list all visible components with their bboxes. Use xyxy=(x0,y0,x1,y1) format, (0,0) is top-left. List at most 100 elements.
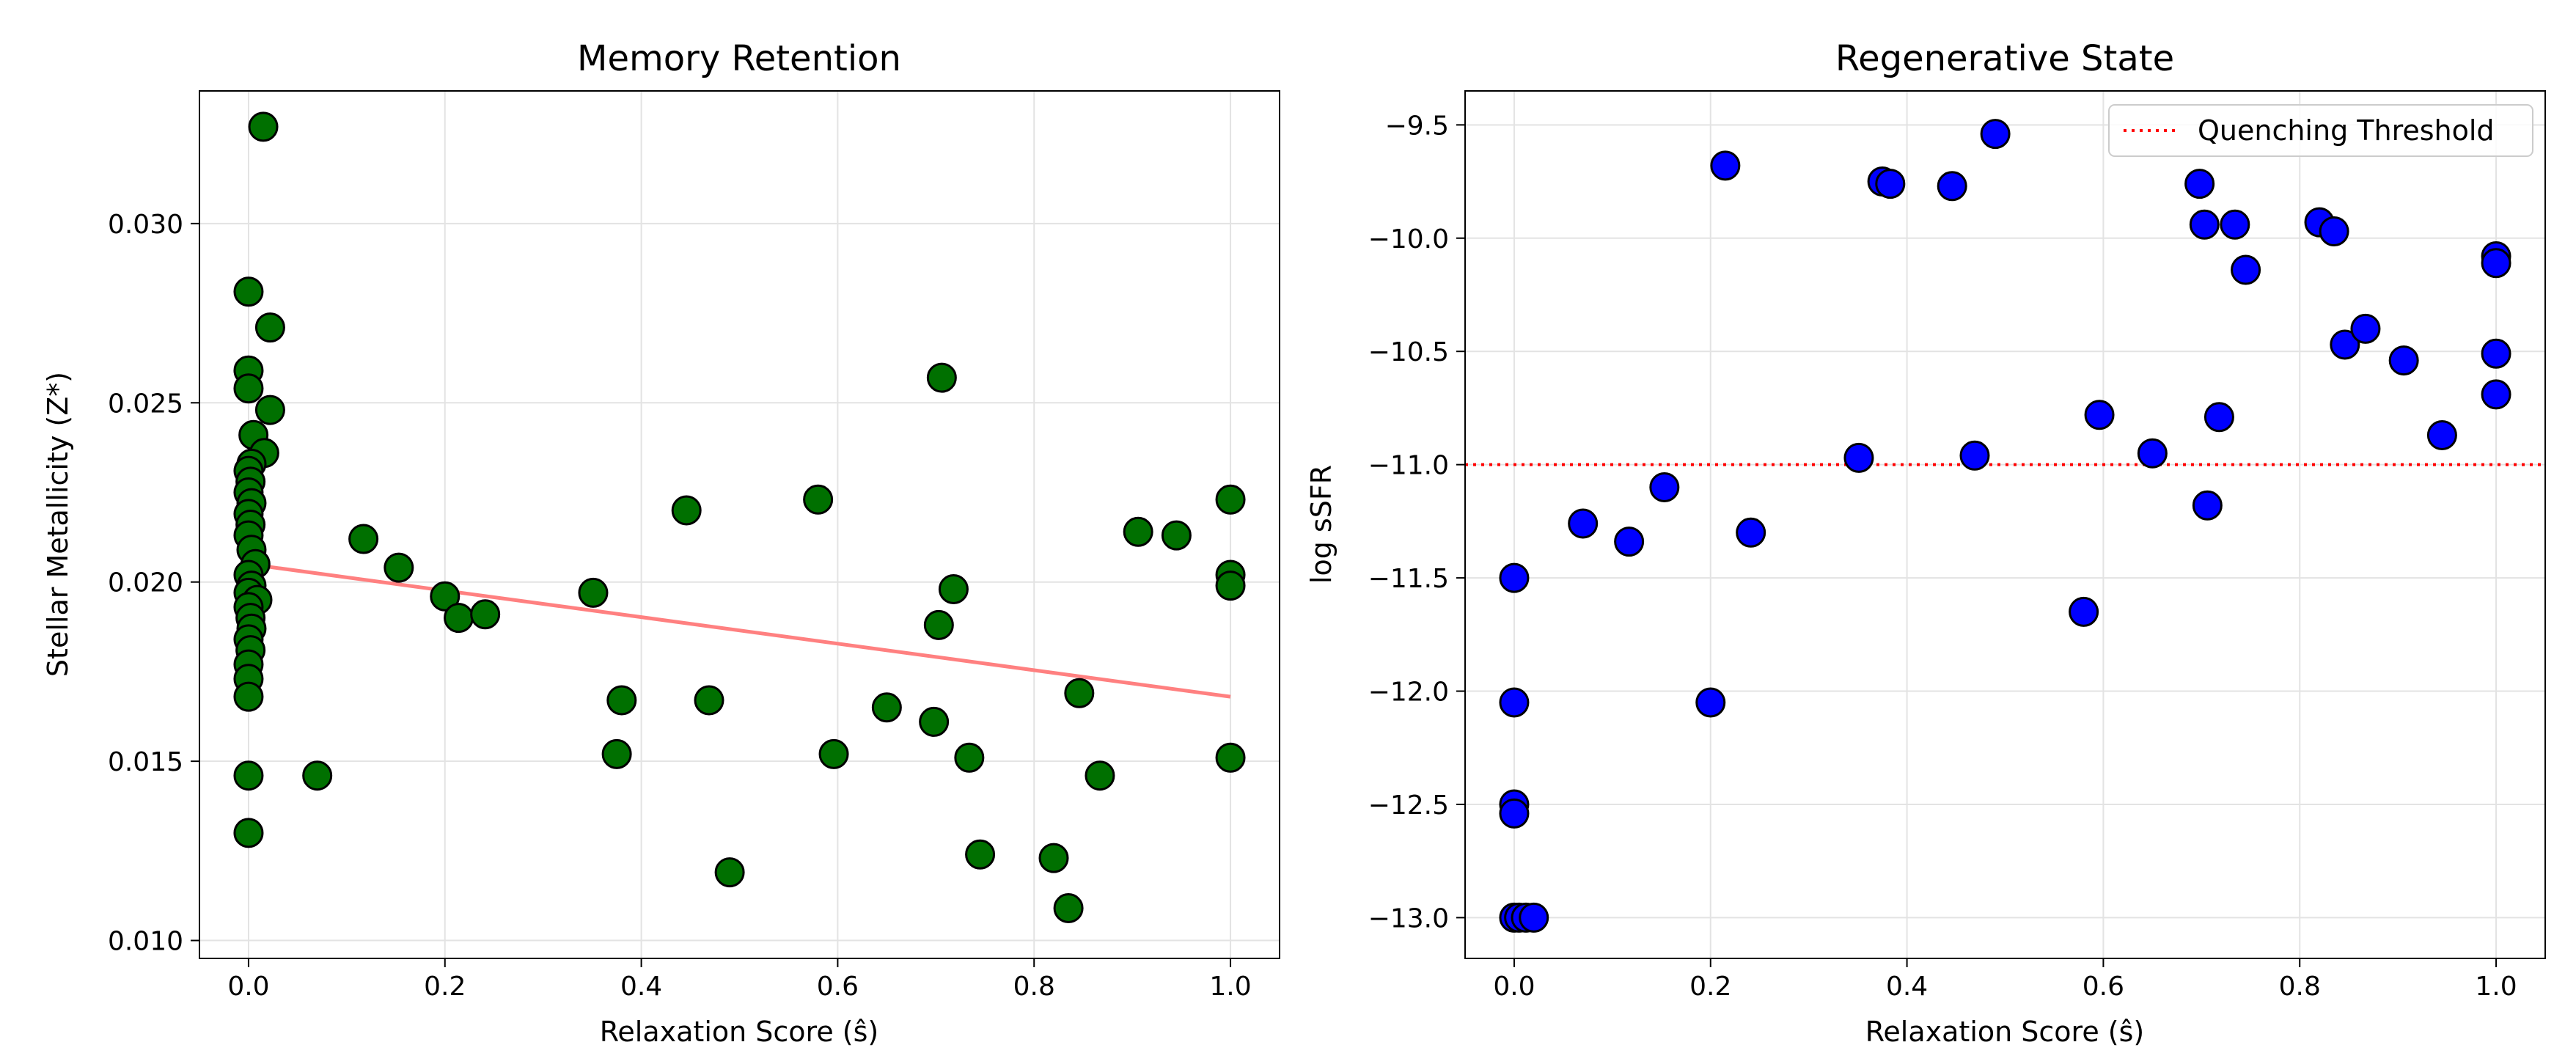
x-tick-label: 0.0 xyxy=(1493,972,1535,1002)
scatter-point xyxy=(2426,419,2457,450)
scatter-point xyxy=(1215,742,1246,773)
scatter-point xyxy=(384,552,414,583)
scatter-point xyxy=(233,373,264,404)
scatter-point xyxy=(1710,150,1741,181)
y-tick-label: −11.0 xyxy=(1368,451,1449,481)
trend-line xyxy=(248,562,1231,699)
y-tick-label: −12.5 xyxy=(1368,790,1449,821)
x-axis-label: Relaxation Score (ŝ) xyxy=(600,1016,879,1048)
scatter-point xyxy=(871,692,902,723)
scatter-point xyxy=(1499,687,1530,718)
x-tick-label: 0.4 xyxy=(1886,972,1928,1002)
scatter-point xyxy=(430,581,460,612)
x-tick-label: 1.0 xyxy=(1209,972,1251,1002)
plot-area-background xyxy=(199,91,1280,958)
scatter-point xyxy=(919,706,950,737)
scatter-point xyxy=(470,599,501,630)
scatter-point xyxy=(1215,484,1246,515)
scatter-point xyxy=(1499,798,1530,829)
scatter-point xyxy=(2189,209,2220,240)
y-tick-label: 0.010 xyxy=(108,927,183,957)
y-tick-label: 0.025 xyxy=(108,389,183,419)
scatter-point xyxy=(1937,171,1967,202)
scatter-point xyxy=(1085,760,1115,791)
plot-area-background xyxy=(1465,91,2545,958)
y-tick-label: −10.0 xyxy=(1368,224,1449,254)
scatter-point xyxy=(1736,517,1766,548)
plot-frame xyxy=(199,90,1280,959)
y-tick-label: −11.5 xyxy=(1368,564,1449,594)
scatter-point xyxy=(2137,438,2168,469)
data-points xyxy=(1499,119,2511,933)
x-tick-label: 0.2 xyxy=(1689,972,1731,1002)
scatter-point xyxy=(1959,440,1990,471)
gridlines xyxy=(1465,91,2545,958)
scatter-point xyxy=(1519,902,1549,933)
tick-labels: 0.0 0.2 0.4 0.6 0.8 1.0 −13.0 −12.5 −12.0 −11.5 −1… xyxy=(1368,111,2517,1002)
scatter-point xyxy=(1123,516,1153,547)
scatter-point xyxy=(1053,893,1084,924)
scatter-point xyxy=(233,818,264,848)
x-tick-label: 1.0 xyxy=(2475,972,2517,1002)
scatter-point xyxy=(1843,442,1874,473)
scatter-point xyxy=(1980,119,2011,150)
scatter-point xyxy=(1038,843,1069,873)
chart-title: Memory Retention xyxy=(577,38,901,79)
scatter-point xyxy=(1064,678,1095,708)
y-axis-label: log sSFR xyxy=(1305,465,1337,584)
scatter-point xyxy=(254,312,285,343)
x-axis-label: Relaxation Score (ŝ) xyxy=(1865,1016,2145,1048)
scatter-point xyxy=(1614,527,1645,557)
scatter-point xyxy=(965,839,996,870)
scatter-point xyxy=(2203,402,2234,433)
scatter-point xyxy=(1568,508,1599,539)
x-tick-label: 0.8 xyxy=(2279,972,2321,1002)
y-tick-label: −13.0 xyxy=(1368,903,1449,933)
memory-retention-panel: 0.0 0.2 0.4 0.6 0.8 1.0 0.010 0.015 0.020 0.025 0.… xyxy=(42,38,1280,1048)
scatter-point xyxy=(601,738,632,769)
scatter-point xyxy=(2084,400,2115,430)
scatter-point xyxy=(2192,490,2223,521)
scatter-point xyxy=(233,681,264,712)
legend: Quenching Threshold xyxy=(2108,104,2533,157)
scatter-point xyxy=(233,760,264,791)
y-tick-label: −9.5 xyxy=(1385,111,1449,141)
trend-layer xyxy=(248,562,1231,699)
scatter-point xyxy=(818,738,849,769)
scatter-point xyxy=(254,395,285,425)
scatter-point xyxy=(348,524,379,554)
y-tick-label: 0.015 xyxy=(108,747,183,777)
scatter-point xyxy=(954,742,985,773)
scatter-point xyxy=(671,495,702,526)
scatter-point xyxy=(2319,216,2349,247)
x-tick-label: 0.4 xyxy=(620,972,662,1002)
scatter-point xyxy=(2350,313,2381,344)
regenerative-state-panel: 0.0 0.2 0.4 0.6 0.8 1.0 −13.0 −12.5 −12.0 −11.5 −1… xyxy=(1305,38,2546,1048)
chart-title: Regenerative State xyxy=(1835,38,2174,79)
scatter-point xyxy=(2231,254,2261,285)
scatter-point xyxy=(606,685,637,716)
scatter-point xyxy=(1215,570,1246,601)
scatter-point xyxy=(694,685,724,716)
x-tick-label: 0.8 xyxy=(1013,972,1055,1002)
plot-frame xyxy=(1464,90,2546,959)
scatter-point xyxy=(444,603,474,634)
scatter-point xyxy=(2184,169,2215,199)
y-tick-label: 0.030 xyxy=(108,210,183,240)
x-tick-label: 0.0 xyxy=(227,972,269,1002)
scatter-point xyxy=(1875,169,1906,199)
y-tick-label: 0.020 xyxy=(108,568,183,598)
scatter-point xyxy=(2220,209,2250,240)
y-tick-label: −10.5 xyxy=(1368,337,1449,367)
scatter-point xyxy=(923,609,954,640)
scatter-point xyxy=(1695,687,1726,718)
tick-labels: 0.0 0.2 0.4 0.6 0.8 1.0 0.010 0.015 0.020 0.025 0.… xyxy=(108,210,1252,1002)
scatter-point xyxy=(2481,248,2511,279)
scatter-point xyxy=(2481,338,2511,369)
y-tick-label: −12.0 xyxy=(1368,678,1449,708)
tick-marks xyxy=(191,222,1232,967)
scatter-point xyxy=(714,857,745,888)
scatter-point xyxy=(803,484,834,515)
scatter-point xyxy=(248,111,279,142)
